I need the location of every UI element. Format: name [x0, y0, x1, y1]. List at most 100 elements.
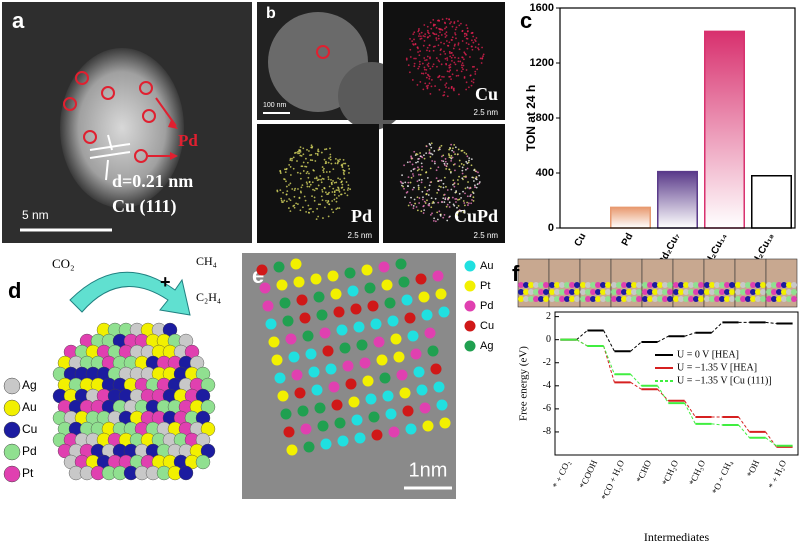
- signal-dot: [416, 84, 419, 86]
- connector: [603, 345, 615, 375]
- signal-dot: [334, 157, 337, 160]
- atom: [673, 282, 679, 288]
- signal-dot: [322, 169, 325, 172]
- atom: [435, 288, 447, 300]
- signal-dot: [288, 164, 291, 166]
- signal-dot: [452, 151, 455, 153]
- signal-dot: [331, 200, 334, 202]
- signal-dot: [319, 203, 322, 206]
- signal-dot: [466, 195, 469, 198]
- signal-dot: [443, 201, 446, 203]
- signal-dot: [340, 181, 343, 183]
- signal-dot: [472, 200, 475, 202]
- signal-dot: [451, 149, 454, 152]
- signal-dot: [426, 46, 429, 49]
- signal-dot: [440, 159, 443, 162]
- atom: [585, 289, 591, 295]
- atom: [518, 296, 524, 302]
- signal-dot: [454, 28, 457, 31]
- scale-label: 2.5 nm: [474, 231, 499, 240]
- signal-dot: [317, 215, 320, 218]
- signal-dot: [406, 161, 409, 164]
- signal-dot: [308, 150, 310, 152]
- marker: [316, 45, 330, 59]
- atom: [590, 296, 596, 302]
- atom: [395, 258, 407, 270]
- signal-dot: [437, 44, 440, 47]
- signal-dot: [444, 57, 447, 60]
- signal-dot: [463, 35, 466, 38]
- signal-dot: [417, 51, 419, 53]
- signal-dot: [435, 26, 438, 29]
- signal-dot: [455, 190, 458, 192]
- signal-dot: [308, 172, 310, 175]
- signal-dot: [325, 199, 327, 202]
- atom: [259, 282, 271, 294]
- signal-dot: [420, 178, 423, 181]
- signal-dot: [444, 158, 447, 160]
- signal-dot: [445, 165, 448, 167]
- signal-dot: [410, 155, 413, 158]
- signal-dot: [332, 168, 335, 170]
- atom: [683, 282, 689, 288]
- signal-dot: [335, 181, 338, 184]
- atom: [621, 289, 627, 295]
- signal-dot: [325, 160, 327, 163]
- atom: [365, 393, 377, 405]
- signal-dot: [333, 198, 336, 201]
- atom: [436, 399, 448, 411]
- signal-dot: [448, 148, 451, 151]
- signal-dot: [299, 154, 302, 157]
- signal-dot: [460, 70, 463, 73]
- atom: [300, 423, 312, 435]
- signal-dot: [446, 57, 449, 59]
- signal-dot: [403, 187, 405, 190]
- signal-dot: [315, 177, 318, 180]
- signal-dot: [410, 170, 413, 172]
- legend-label: Pt: [480, 280, 490, 292]
- signal-dot: [285, 193, 288, 196]
- plot-frame: [554, 311, 799, 456]
- signal-dot: [447, 153, 450, 155]
- signal-dot: [463, 209, 466, 212]
- signal-dot: [320, 195, 323, 198]
- atom: [667, 282, 673, 288]
- signal-dot: [329, 147, 331, 150]
- atom: [595, 296, 601, 302]
- signal-dot: [341, 183, 344, 186]
- signal-dot: [408, 71, 411, 74]
- signal-dot: [312, 188, 314, 191]
- signal-dot: [454, 169, 456, 172]
- signal-dot: [320, 151, 323, 154]
- signal-dot: [337, 177, 340, 180]
- atom: [616, 289, 622, 295]
- atom: [755, 296, 761, 302]
- signal-dot: [472, 41, 475, 44]
- connector: [711, 322, 723, 334]
- signal-dot: [344, 162, 347, 165]
- signal-dot: [409, 181, 412, 184]
- atom: [398, 276, 410, 288]
- atom: [538, 296, 544, 302]
- signal-dot: [307, 176, 310, 179]
- signal-dot: [307, 211, 310, 214]
- signal-dot: [458, 24, 461, 27]
- signal-dot: [314, 160, 317, 162]
- signal-dot: [469, 187, 472, 190]
- annotation: Pd: [178, 131, 198, 150]
- atom: [543, 282, 549, 288]
- signal-dot: [471, 45, 473, 48]
- signal-dot: [462, 68, 464, 71]
- signal-dot: [419, 155, 422, 158]
- x-tick-label: *CH₃O: [687, 458, 708, 487]
- signal-dot: [412, 207, 415, 210]
- signal-dot: [470, 164, 473, 167]
- atom: [361, 264, 373, 276]
- signal-dot: [306, 161, 309, 164]
- signal-dot: [477, 48, 480, 51]
- signal-dot: [428, 184, 431, 187]
- signal-dot: [448, 197, 451, 199]
- signal-dot: [455, 26, 458, 29]
- y-axis-label: Free energy (eV): [518, 346, 530, 421]
